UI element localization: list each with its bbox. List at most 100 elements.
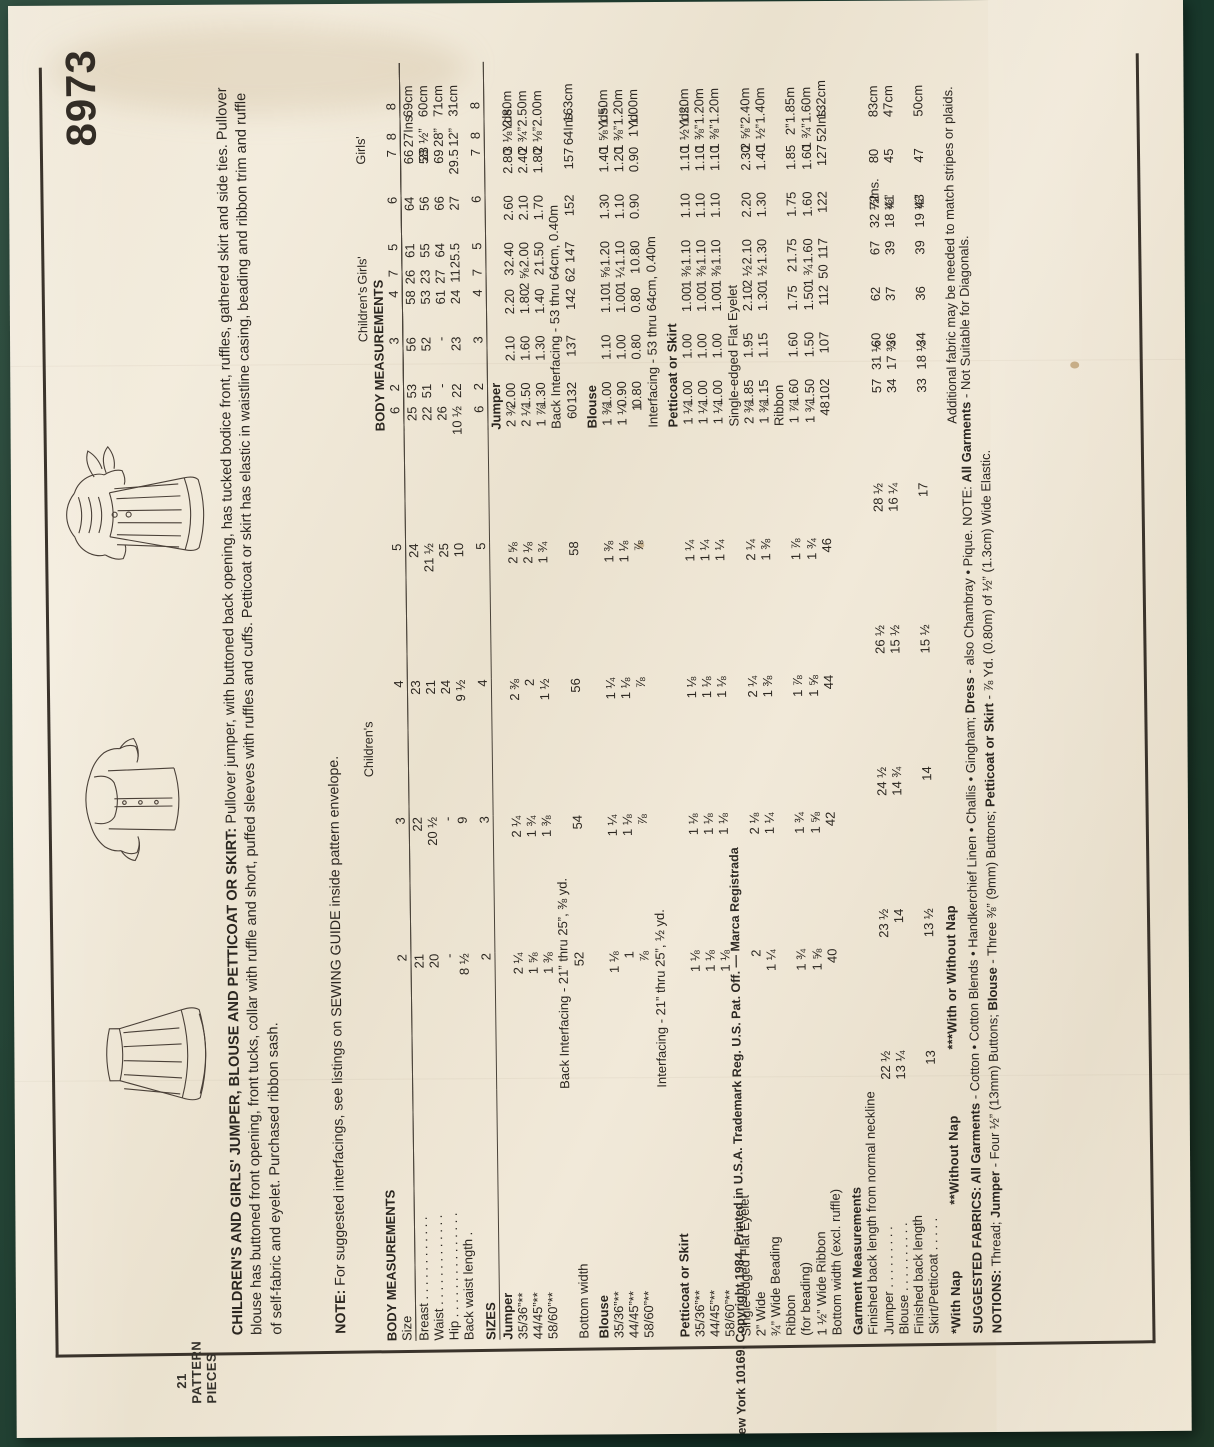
yardage-unit: m — [498, 90, 514, 102]
border-rule-bottom — [1135, 53, 1156, 1344]
garment-value: 22 ½ — [876, 1050, 893, 1080]
yardage-value: 1.10 — [597, 334, 614, 361]
yardage-value: 1.40 — [752, 145, 768, 171]
yardage-value: 1.10 — [677, 239, 693, 266]
measurement-unit: cm — [414, 85, 430, 103]
size-header: 8 — [383, 102, 399, 111]
yardage-value: 1.00 — [678, 333, 695, 359]
garment-value: 60 — [867, 332, 883, 348]
yardage-value: 1 ¾ — [534, 541, 551, 564]
yardage-value: 1.00 — [694, 333, 710, 359]
yardage-value: 1 — [621, 951, 637, 959]
garment-value: 62 — [866, 286, 882, 302]
footnote-with-nap: *With Nap — [947, 1270, 964, 1334]
yardage-value: 1 ⅝ — [806, 811, 823, 834]
yardage-value: 0.80 — [628, 334, 644, 360]
printed-content-rotated: 8973 21 PATTERN PIECES The McCall Patter… — [16, 21, 1184, 1438]
measurement-value: 24 — [405, 543, 421, 559]
notions-petticoat-text: - ⅞ Yd. (0.80m) of ½” (1.3cm) Wide Elast… — [977, 449, 997, 704]
yardage-value: 1 ⅛ — [605, 951, 622, 974]
yardage-value: 1 ⅝ — [805, 674, 821, 697]
garment-value: 26 ½ — [871, 624, 887, 655]
yardage-value: 1.00 — [598, 381, 614, 407]
notions-jumper-text: - Four ½” (13mm) Buttons; — [985, 1010, 1003, 1172]
yardage-value: 1.60 — [798, 191, 815, 217]
bottom-width-label: Bottom width (excl. ruffle) — [826, 1188, 844, 1336]
yardage-value: 1.60 — [516, 335, 533, 362]
yardage-value: 0.90 — [625, 146, 642, 173]
measurement-value: 66 — [400, 149, 416, 165]
yardage-value: 2.80 — [498, 101, 514, 127]
bottom-width-value: 122 — [813, 191, 830, 214]
measurement-value: 71 — [429, 102, 445, 118]
yardage-value: 1 ¼ — [696, 539, 713, 562]
yardage-value: 2.40 — [500, 242, 516, 268]
note-label: NOTE: — [332, 1289, 349, 1334]
pattern-pieces-label-2: PIECES — [203, 1352, 219, 1404]
garment-value: 83 — [864, 102, 880, 118]
yardage-value: 0.90 — [626, 193, 642, 220]
measurement-value: 21 ½ — [420, 543, 436, 573]
bottom-width-value: 163 — [559, 100, 575, 123]
yardage-unit: m — [797, 86, 813, 98]
measurement-value: - — [433, 383, 449, 389]
metric-garment-rows: 57 60 62 67 72 80 83 cm 34 36 37 39 41 45 47 cm 33 34 36 3… — [833, 56, 929, 425]
measurement-unit: cm — [399, 85, 415, 103]
size-header: 4 — [474, 679, 490, 687]
yardage-unit: m — [751, 87, 767, 99]
garment-value: 47 — [879, 102, 895, 118]
yardage-value: ⅞ — [632, 677, 648, 689]
yardage-value: 1.20 — [610, 146, 626, 173]
cell — [587, 678, 604, 815]
garment-value: 14 ¾ — [888, 766, 904, 796]
bottom-width-value: 127 — [813, 144, 829, 167]
yardage-value: 1.10 — [677, 192, 693, 219]
yardage-value: 1 ¾ — [793, 948, 809, 971]
size-header: 5 — [469, 242, 485, 250]
garment-value: 37 — [881, 286, 898, 302]
fabrics-dress-text: - also Chambray • Pique. NOTE: — [959, 482, 977, 678]
size-header: 2 — [394, 954, 410, 962]
measurement-value: 61 — [432, 289, 448, 305]
yardage-value: 1 ⅛ — [685, 813, 701, 836]
garment-unit: cm — [864, 85, 880, 103]
bottom-width-value: 107 — [815, 331, 831, 354]
yardage-value: 2.10 — [738, 238, 754, 265]
yardage-value: 1.00 — [625, 99, 641, 126]
suggested-fabrics-heading: SUGGESTED FABRICS: All Garments — [967, 1102, 986, 1334]
garment-value: 28 ½ — [869, 483, 885, 513]
yardage-value: 1.40 — [531, 288, 547, 315]
cell — [589, 815, 606, 952]
measurement-value: 64 — [431, 242, 447, 258]
size-header: 3 — [392, 817, 408, 825]
yardage-value: 1.00 — [694, 380, 711, 406]
size-header: 3 — [476, 816, 492, 824]
yardage-value: 1.30 — [532, 382, 549, 408]
skirt-illustration-icon — [105, 1007, 206, 1101]
yardage-value: ⅞ — [634, 814, 650, 826]
yardage-value: 1 ⅜ — [540, 952, 556, 975]
yardage-value: 1.50 — [517, 382, 533, 408]
yardage-value: 1.85 — [782, 144, 799, 171]
footnote-with-or-without-nap: ***With or Without Nap — [942, 905, 960, 1050]
bottom-width-value: 52 — [570, 951, 586, 967]
yardage-value: 1 ⅝ — [524, 952, 541, 975]
yardage-value: 1.00 — [679, 380, 695, 406]
yardage-value: 1 ¾ — [523, 815, 539, 838]
bottom-width-value: 157 — [560, 147, 576, 170]
measurement-value: 24 — [447, 289, 463, 305]
yardage-value: 2 ¼ — [509, 952, 526, 975]
bottom-width-value: 132 — [812, 97, 828, 120]
notions-jumper-label: Jumper — [987, 1170, 1003, 1219]
garment-value: 15 ½ — [916, 624, 933, 654]
measurement-value: 58 — [401, 290, 418, 305]
garment-value: 17 — [914, 482, 931, 498]
yardage-value: 1.00 — [678, 286, 694, 313]
yardage-value: 2.40 — [514, 148, 530, 174]
bottom-width-value: 102 — [816, 378, 832, 401]
yardage-value: 2 ⅛ — [519, 541, 535, 564]
garment-value: 23 ½ — [874, 908, 891, 938]
yardage-value: 2.10 — [501, 335, 518, 362]
bottom-width-value: 56 — [566, 678, 583, 693]
blouse-illustration-icon — [84, 737, 179, 862]
